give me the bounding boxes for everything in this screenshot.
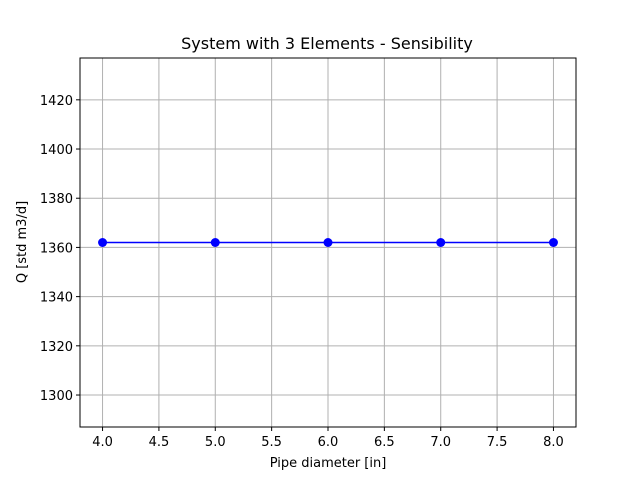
chart-title: System with 3 Elements - Sensibility xyxy=(181,34,473,53)
x-tick-label: 8.0 xyxy=(543,435,564,450)
x-tick-label: 4.5 xyxy=(149,435,170,450)
x-axis-label: Pipe diameter [in] xyxy=(270,456,387,471)
y-axis: 1300 1320 1340 1360 1380 1400 1420 xyxy=(40,94,80,404)
x-tick-label: 5.0 xyxy=(205,435,226,450)
y-tick-label: 1320 xyxy=(40,340,73,355)
y-tick-label: 1400 xyxy=(40,143,73,158)
data-point xyxy=(98,238,108,247)
y-tick-label: 1360 xyxy=(40,241,73,256)
x-tick-label: 4.0 xyxy=(92,435,113,450)
data-point xyxy=(436,238,446,247)
y-tick-label: 1300 xyxy=(40,389,73,404)
y-axis-label: Q [std m3/d] xyxy=(15,201,30,283)
x-tick-label: 6.0 xyxy=(318,435,339,450)
data-point xyxy=(210,238,220,247)
x-tick-label: 6.5 xyxy=(374,435,395,450)
series-layer xyxy=(98,238,558,247)
x-tick-label: 7.0 xyxy=(430,435,451,450)
data-point xyxy=(323,238,333,247)
y-tick-label: 1380 xyxy=(40,192,73,207)
data-point xyxy=(548,238,558,247)
x-tick-label: 5.5 xyxy=(261,435,282,450)
x-tick-label: 7.5 xyxy=(487,435,508,450)
y-tick-label: 1420 xyxy=(40,94,73,109)
x-axis: 4.0 4.5 5.0 5.5 6.0 6.5 7.0 7.5 8.0 xyxy=(92,427,564,450)
y-tick-label: 1340 xyxy=(40,291,73,306)
